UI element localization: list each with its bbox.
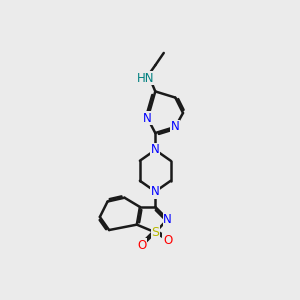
- Text: N: N: [143, 112, 152, 125]
- Text: N: N: [171, 120, 180, 134]
- Text: O: O: [163, 233, 172, 247]
- Text: S: S: [151, 226, 159, 239]
- Text: N: N: [163, 213, 172, 226]
- Text: HN: HN: [137, 72, 155, 85]
- Text: O: O: [138, 239, 147, 252]
- Text: N: N: [151, 143, 160, 157]
- Text: N: N: [151, 185, 160, 198]
